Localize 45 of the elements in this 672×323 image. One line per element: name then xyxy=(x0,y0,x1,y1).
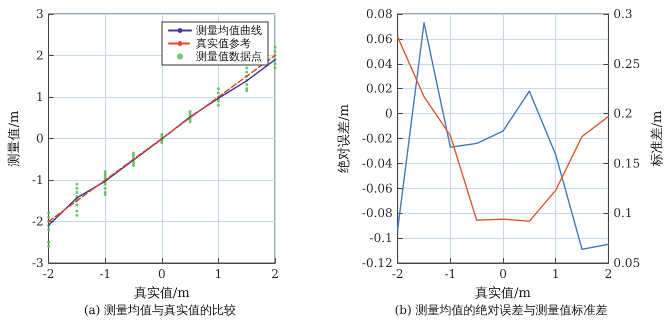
y-tick-label: -0.1 xyxy=(370,231,393,246)
y2-tick-label: 0.05 xyxy=(613,256,640,270)
x-tick-label: 0 xyxy=(499,267,507,281)
y2-tick-label: 0.3 xyxy=(613,7,632,21)
y-tick-label: -3 xyxy=(32,256,44,270)
y-tick-label: 0 xyxy=(385,106,393,121)
x-tick-label: 1 xyxy=(214,267,222,281)
y-axis-title: 绝对误差/m xyxy=(337,104,352,173)
y-tick-label: 3 xyxy=(36,7,44,21)
y-tick-label: -0.08 xyxy=(362,206,393,220)
y-tick-label: -0.02 xyxy=(362,132,393,146)
x-axis-title: 真实值/m xyxy=(475,286,531,301)
y-tick-label: 0.06 xyxy=(366,32,393,46)
y2-axis-title: 标准差/m xyxy=(650,110,665,168)
x-tick-label: 1 xyxy=(552,267,560,281)
y-tick-label: 0.04 xyxy=(366,56,394,71)
y-tick-label: -0.06 xyxy=(362,181,393,196)
y-tick-label: -0.04 xyxy=(362,156,394,170)
x-tick-label: -1 xyxy=(444,267,456,281)
y2-tick-label: 0.2 xyxy=(613,106,632,121)
y2-tick-label: 0.15 xyxy=(613,156,640,170)
x-tick-label: -2 xyxy=(392,267,404,281)
y-tick-label: -1 xyxy=(32,173,44,187)
line-series xyxy=(396,36,610,222)
y-tick-label: 0 xyxy=(36,132,44,146)
x-tick-label: 2 xyxy=(271,267,279,281)
x-axis-title: 真实值/m xyxy=(134,286,190,301)
legend-label: 测量均值曲线 xyxy=(196,24,262,37)
y2-tick-label: 0.1 xyxy=(613,206,632,220)
y-tick-label: -0.12 xyxy=(362,256,393,270)
line-series xyxy=(396,22,610,250)
y-tick-label: 2 xyxy=(36,48,44,62)
y-tick-label: 0.08 xyxy=(366,7,393,21)
y-axis-title: 测量值/m xyxy=(7,110,22,166)
y-tick-label: 0.02 xyxy=(366,82,393,96)
x-tick-label: 0 xyxy=(158,267,166,281)
legend-label: 真实值参考 xyxy=(196,37,251,50)
text: (a) 测量均值与真实值的比较 xyxy=(84,303,236,317)
text: (b) 测量均值的绝对误差与测量值标准差 xyxy=(394,303,608,317)
x-tick-label: -1 xyxy=(99,267,112,281)
y2-tick-label: 0.25 xyxy=(613,56,640,71)
x-tick-label: 2 xyxy=(604,267,612,281)
y-tick-label: -2 xyxy=(32,214,44,228)
legend-label: 测量值数据点 xyxy=(196,50,262,63)
y-tick-label: 1 xyxy=(36,90,44,104)
